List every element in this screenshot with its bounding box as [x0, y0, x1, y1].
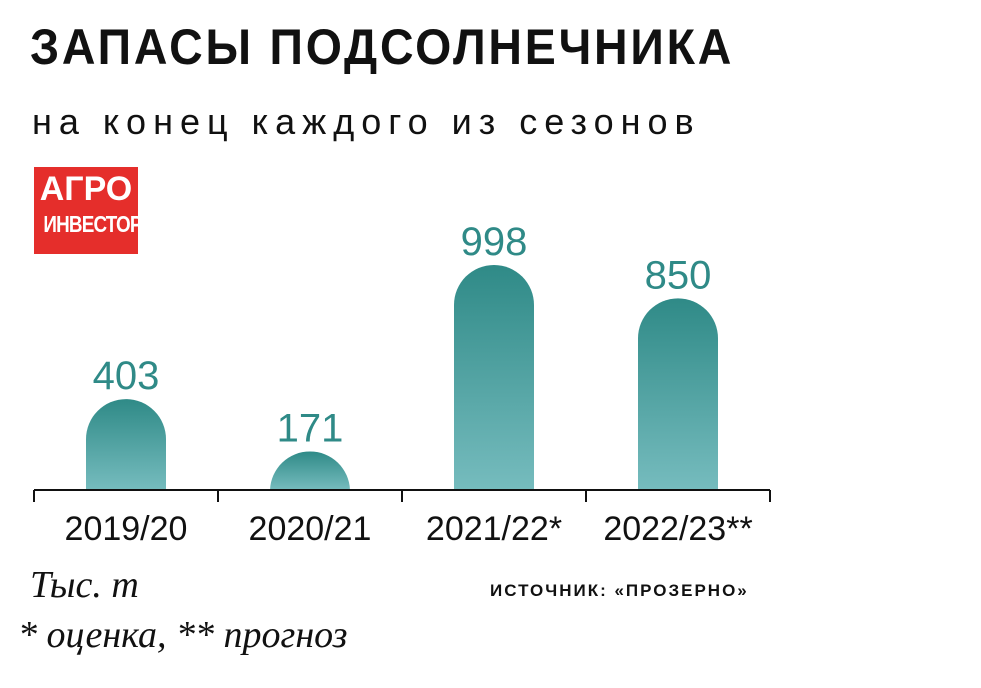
chart-subtitle: на конец каждого из сезонов — [32, 101, 701, 142]
x-tick-label: 2021/22* — [426, 510, 562, 548]
x-tick-label: 2019/20 — [65, 510, 188, 548]
footnote: * оценка, ** прогноз — [18, 614, 348, 656]
x-tick-label: 2022/23** — [603, 510, 752, 548]
bar — [454, 264, 534, 490]
agroinvestor-logo: АГРО ИНВЕСТОР — [34, 167, 138, 254]
chart-title: ЗАПАСЫ ПОДСОЛНЕЧНИКА — [30, 19, 735, 75]
unit-label: Тыс. т — [30, 564, 139, 606]
bar-value-label: 850 — [645, 253, 712, 297]
bar — [638, 298, 718, 490]
logo-line1: АГРО — [39, 170, 133, 208]
x-tick-label: 2020/21 — [249, 510, 372, 548]
source-label: ИСТОЧНИК: «ПРОЗЕРНО» — [490, 581, 749, 600]
logo-line2: ИНВЕСТОР — [43, 211, 138, 237]
bar-value-label: 171 — [277, 406, 344, 450]
bar — [270, 451, 350, 490]
bar-value-label: 998 — [461, 220, 528, 264]
bar — [86, 399, 166, 490]
bar-value-label: 403 — [93, 354, 160, 398]
